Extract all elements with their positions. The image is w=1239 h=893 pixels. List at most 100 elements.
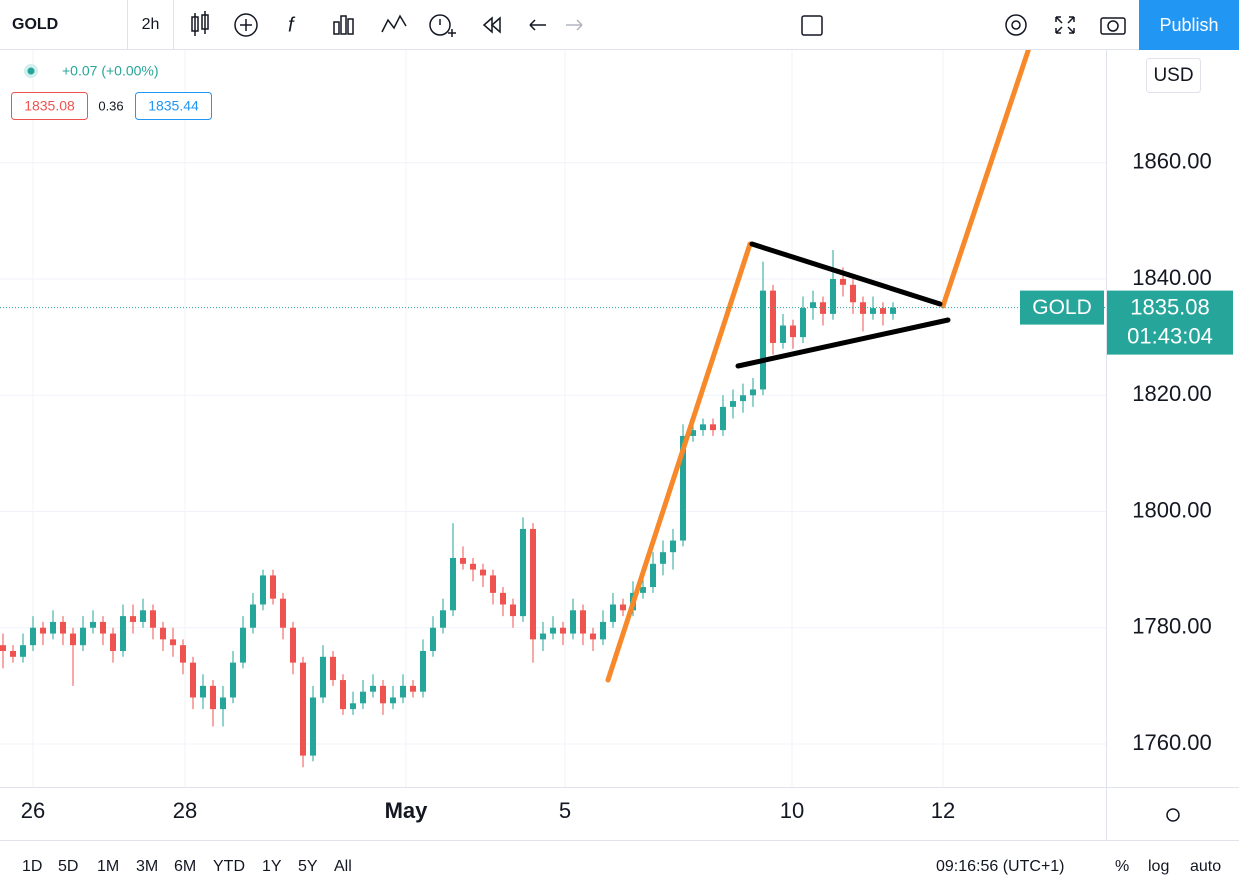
scale-option[interactable]: auto: [1190, 858, 1222, 875]
range-button[interactable]: 6M: [174, 858, 197, 875]
range-button[interactable]: 5Y: [298, 858, 318, 875]
ask-box: [135, 92, 212, 120]
candle-body: [70, 633, 76, 646]
y-tick-label: 1760.00: [1132, 730, 1212, 755]
pennant-line: [749, 241, 943, 307]
candle-body: [570, 610, 576, 634]
x-tick-label: 28: [173, 798, 197, 823]
snapshot-icon[interactable]: [1100, 17, 1126, 35]
candle-body: [40, 627, 46, 634]
candle-body: [440, 610, 446, 628]
candle-body: [270, 575, 276, 599]
candle-body: [480, 569, 486, 576]
candle-body: [500, 592, 506, 605]
drawings: [605, 50, 1031, 683]
x-tick-label: May: [385, 798, 429, 823]
toolbar-icons: f: [191, 11, 1126, 37]
bid: 1835.08: [24, 98, 75, 114]
range-button[interactable]: YTD: [213, 858, 245, 875]
candle-body: [0, 645, 6, 651]
candle-body: [400, 685, 406, 698]
x-tick-label: 10: [780, 798, 804, 823]
candle-body: [370, 685, 376, 692]
candle-body: [720, 406, 726, 431]
candle-body: [450, 557, 456, 611]
candle-body: [200, 685, 206, 698]
candle-icon[interactable]: [191, 11, 209, 36]
fullscreen-icon[interactable]: [1055, 16, 1075, 34]
alert-icon[interactable]: [429, 14, 456, 37]
indicator-icon[interactable]: f: [288, 14, 296, 36]
price-labels: GOLD 1835.08 01:43:04: [0, 290, 1233, 355]
pennant-line: [735, 317, 951, 369]
candle-body: [150, 610, 156, 628]
range-button[interactable]: 3M: [136, 858, 159, 875]
candle-body: [520, 528, 526, 617]
candle-body: [870, 308, 876, 314]
redo-icon[interactable]: [566, 19, 583, 31]
currency[interactable]: USD: [1153, 65, 1193, 86]
x-tick-label: 26: [21, 798, 45, 823]
symbol-tag: GOLD: [1032, 296, 1092, 319]
candle-body: [210, 685, 216, 710]
candle-body: [650, 563, 656, 588]
layout-icon[interactable]: [801, 15, 823, 36]
candle-body: [560, 627, 566, 634]
interval[interactable]: 2h: [128, 0, 174, 50]
y-tick-label: 1800.00: [1132, 497, 1212, 522]
candle-body: [680, 435, 686, 541]
candle-body: [290, 627, 296, 663]
axis-settings-icon[interactable]: [1166, 808, 1180, 822]
bottom-bar: 1D 5D 1M 3M 6M YTD 1Y 5Y All 09:16:56 (UTC+1)% log…: [0, 840, 1239, 893]
candle-body: [620, 604, 626, 611]
candles: [0, 249, 896, 768]
candle-body: [160, 627, 166, 640]
add-icon[interactable]: [234, 13, 258, 37]
candle-body: [420, 650, 426, 692]
candle-body: [170, 639, 176, 646]
y-tick-label: 1780.00: [1132, 614, 1212, 639]
range-button[interactable]: 1D: [22, 858, 43, 875]
currency-box[interactable]: [1146, 58, 1201, 93]
candle-body: [640, 587, 646, 593]
candle-body: [590, 633, 596, 640]
y-tick-label: 1860.00: [1132, 149, 1212, 174]
spread: 0.36: [98, 98, 123, 113]
scale-option[interactable]: %: [1115, 858, 1130, 875]
candle-body: [750, 389, 756, 396]
compare-icon[interactable]: [333, 15, 354, 35]
candle-body: [240, 627, 246, 663]
range-button[interactable]: 1M: [97, 858, 120, 875]
candle-body: [310, 697, 316, 756]
candle-body: [30, 627, 36, 646]
replay-icon[interactable]: [482, 16, 501, 34]
countdown: 01:43:04: [1127, 323, 1213, 348]
ask: 1835.44: [148, 98, 199, 114]
bid-box: [11, 92, 88, 120]
settings-icon[interactable]: [1005, 14, 1027, 36]
candle-body: [120, 616, 126, 651]
candle-body: [130, 616, 136, 622]
x-tick-label: 5: [559, 798, 571, 823]
candle-body: [860, 302, 866, 314]
candle-body: [800, 308, 806, 338]
scale-option[interactable]: log: [1148, 858, 1170, 875]
candle-body: [330, 656, 336, 681]
range-button[interactable]: 1Y: [262, 858, 282, 875]
candle-body: [260, 575, 266, 605]
publish-button[interactable]: Publish: [1139, 0, 1239, 50]
symbol[interactable]: GOLD: [0, 0, 128, 50]
range-button[interactable]: All: [334, 858, 352, 875]
candle-body: [840, 279, 846, 285]
candle-body: [320, 656, 326, 698]
template-icon[interactable]: [381, 14, 407, 33]
candle-body: [220, 697, 226, 710]
range-button[interactable]: 5D: [58, 858, 79, 875]
trend-line: [605, 241, 753, 683]
candle-body: [390, 697, 396, 704]
undo-icon[interactable]: [529, 19, 546, 31]
candle-body: [530, 528, 536, 640]
candle-body: [830, 279, 836, 314]
candle-body: [670, 540, 676, 553]
